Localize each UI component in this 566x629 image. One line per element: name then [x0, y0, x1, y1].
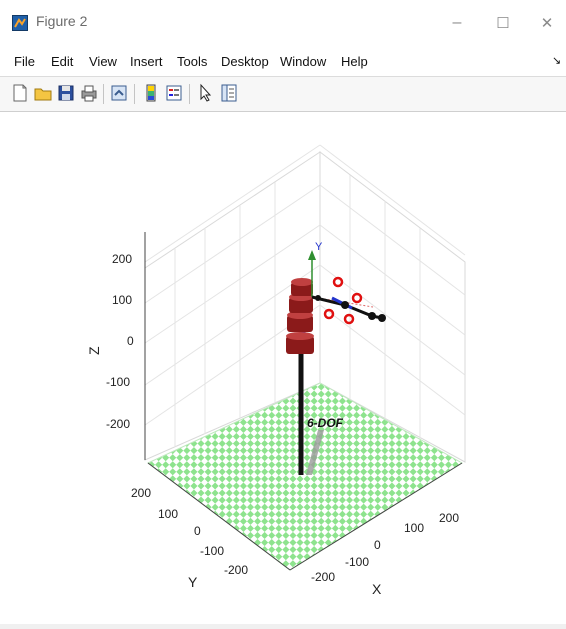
toolbar-separator	[189, 84, 190, 104]
insert-colorbar-icon[interactable]	[141, 83, 161, 103]
minimize-button[interactable]: –	[434, 0, 480, 46]
z-tick-label: 200	[112, 252, 132, 266]
frame-axis-label: Y	[315, 241, 323, 253]
x-tick-label: 200	[439, 511, 459, 525]
z-axis-label: Z	[86, 346, 102, 355]
print-icon[interactable]	[79, 83, 99, 103]
menu-help[interactable]: Help	[341, 54, 368, 69]
z-tick-label: 100	[112, 293, 132, 307]
y-tick-label: 200	[131, 486, 151, 500]
back-wall-right	[319, 150, 466, 463]
robot-joint-node	[315, 295, 321, 301]
close-button[interactable]: ✕	[524, 0, 566, 46]
minimize-icon: –	[452, 14, 462, 31]
edit-plot-icon[interactable]	[196, 83, 216, 103]
robot-joint-node	[378, 314, 386, 322]
robot-joint-node	[368, 312, 376, 320]
robot-joint	[287, 311, 313, 332]
robot-label: 6-DOF	[307, 416, 344, 430]
maximize-button[interactable]: ☐	[480, 0, 526, 46]
figure-toolbar	[0, 77, 566, 112]
insert-legend-icon[interactable]	[164, 83, 184, 103]
open-file-icon[interactable]	[33, 83, 53, 103]
menu-file[interactable]: File	[14, 54, 35, 69]
z-tick-label: -200	[106, 417, 130, 431]
close-icon: ✕	[540, 15, 554, 32]
menu-view[interactable]: View	[89, 54, 117, 69]
y-tick-label: -100	[200, 544, 224, 558]
z-tick-label: 0	[127, 334, 134, 348]
save-icon[interactable]	[56, 83, 76, 103]
z-tick-label: -100	[106, 375, 130, 389]
new-figure-icon[interactable]	[10, 83, 30, 103]
y-tick-label: 0	[194, 524, 201, 538]
x-tick-label: 100	[404, 521, 424, 535]
link-plot-icon[interactable]	[109, 83, 129, 103]
dock-arrow-icon[interactable]: ↘	[552, 55, 562, 67]
x-axis-label: X	[372, 581, 382, 597]
robot-joint	[291, 278, 313, 296]
robot-joint-node	[341, 301, 349, 309]
robot-arm-link	[311, 295, 383, 320]
robot-shadow	[306, 430, 324, 475]
menu-desktop[interactable]: Desktop	[221, 54, 269, 69]
target-markers	[323, 276, 363, 325]
x-tick-label: -100	[345, 555, 369, 569]
robot-joint	[286, 332, 314, 354]
x-tick-label: 0	[374, 538, 381, 552]
menu-edit[interactable]: Edit	[51, 54, 74, 69]
matlab-figure-icon	[12, 15, 28, 31]
y-tick-label: 100	[158, 507, 178, 521]
menu-window[interactable]: Window	[280, 54, 327, 69]
frame-y-arrow-icon	[308, 250, 316, 260]
figure-canvas[interactable]: 200 100 0 -100 -200 Z 200 100 0 -100 -20…	[0, 112, 566, 624]
x-tick-label: -200	[311, 570, 335, 584]
title-bar: Figure 2 – ☐ ✕	[0, 0, 566, 47]
menu-bar: File Edit View Insert Tools Desktop Wind…	[0, 46, 566, 77]
plot-3d-axes[interactable]: 200 100 0 -100 -200 Z 200 100 0 -100 -20…	[0, 112, 566, 624]
menu-tools[interactable]: Tools	[177, 54, 208, 69]
y-tick-label: -200	[224, 563, 248, 577]
x-axis-line	[289, 462, 463, 571]
property-inspector-icon[interactable]	[219, 83, 239, 103]
toolbar-separator	[103, 84, 104, 104]
y-axis-line	[147, 462, 291, 571]
y-axis-label: Y	[188, 574, 198, 590]
menu-insert[interactable]: Insert	[130, 54, 163, 69]
maximize-icon: ☐	[496, 15, 510, 32]
toolbar-separator	[134, 84, 135, 104]
window-title: Figure 2	[36, 13, 88, 29]
